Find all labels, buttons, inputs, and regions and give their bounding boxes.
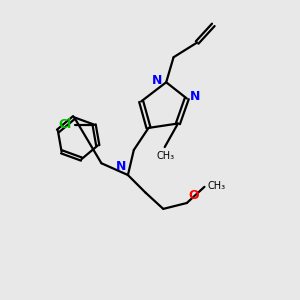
- Text: CH₃: CH₃: [207, 181, 226, 191]
- Text: N: N: [190, 91, 201, 103]
- Text: O: O: [188, 188, 199, 202]
- Text: CH₃: CH₃: [156, 151, 174, 160]
- Text: N: N: [152, 74, 163, 87]
- Text: Cl: Cl: [59, 118, 72, 131]
- Text: N: N: [116, 160, 126, 173]
